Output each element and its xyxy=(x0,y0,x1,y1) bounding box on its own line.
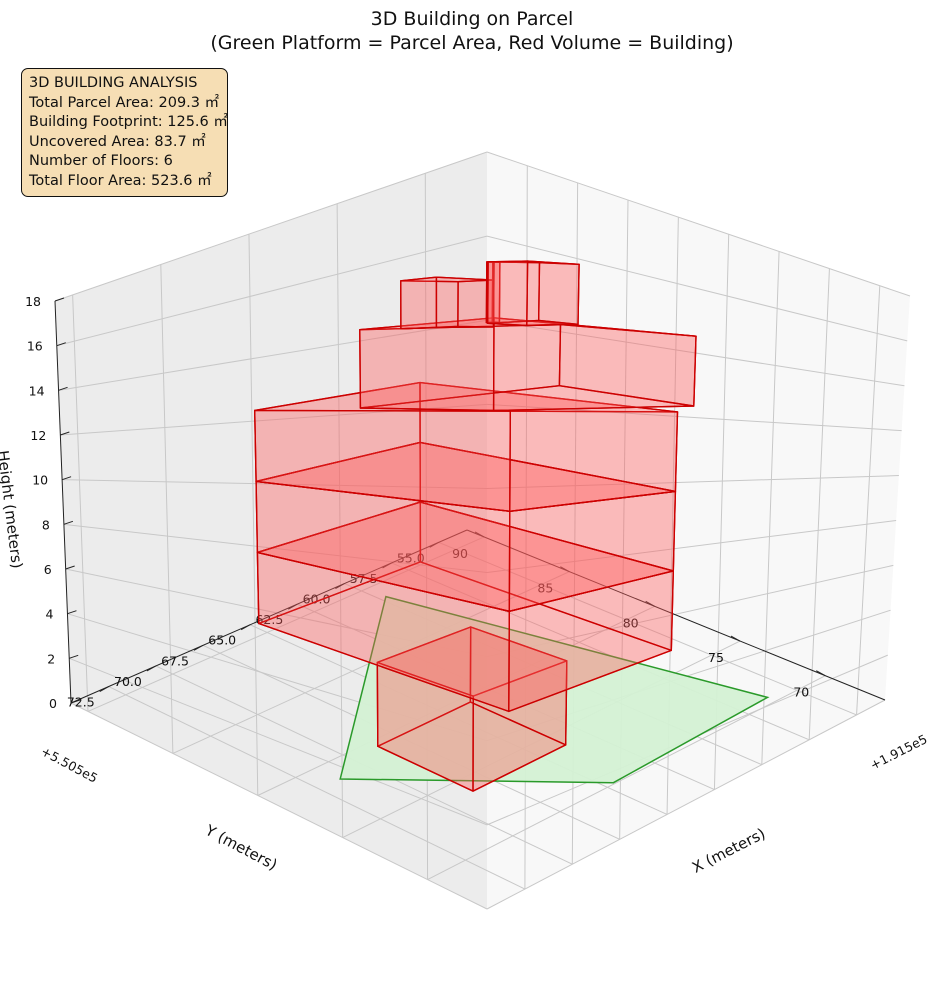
x-tick-label: 57.5 xyxy=(350,571,378,586)
info-total-floor-area: Total Floor Area: 523.6 ㎡ xyxy=(29,172,212,189)
y-tick-label: 75 xyxy=(708,650,724,665)
back-gridline-x xyxy=(856,285,881,715)
info-heading: 3D BUILDING ANALYSIS xyxy=(29,75,198,91)
z-tick-label: 0 xyxy=(49,696,57,711)
left-gridline-y xyxy=(336,203,344,838)
left-gridline-z xyxy=(56,235,488,347)
left-gridline-z xyxy=(58,319,488,391)
x-tick-label: 60.0 xyxy=(303,592,331,607)
back-gridline-z xyxy=(486,475,899,489)
info-number-of-floors: Number of Floors: 6 xyxy=(29,153,173,169)
info-building-footprint: Building Footprint: 125.6 ㎡ xyxy=(29,114,228,130)
z-tick-mark xyxy=(56,342,66,347)
x-tick-mark xyxy=(193,644,204,651)
x-tick-label: 67.5 xyxy=(161,653,189,668)
x-tick-mark xyxy=(429,541,439,548)
left-gridline-z xyxy=(69,657,488,826)
z-tick-label: 12 xyxy=(30,428,46,443)
x-tick-label: 72.5 xyxy=(67,695,95,710)
floor-gridline-y xyxy=(87,536,485,712)
y-tick-label: 70 xyxy=(793,685,809,700)
z-tick-mark xyxy=(69,654,79,659)
back-gridline-x xyxy=(808,268,830,740)
y-tick-label: 80 xyxy=(623,615,639,630)
building-box-face xyxy=(359,317,495,412)
x-tick-mark xyxy=(288,603,298,610)
x-tick-mark xyxy=(146,665,157,672)
building-box-face xyxy=(538,262,580,325)
y-axis-line xyxy=(70,529,468,704)
y-tick-label: 85 xyxy=(537,581,553,596)
x-tick-label: 65.0 xyxy=(208,633,236,648)
left-gridline-z xyxy=(54,151,488,302)
x-tick-mark xyxy=(240,624,251,631)
info-total-parcel-area: Total Parcel Area: 209.3 ㎡ xyxy=(29,94,220,111)
x-offset-label: +1.915e5 xyxy=(868,731,930,772)
building-box-face xyxy=(487,260,529,327)
z-tick-label: 4 xyxy=(45,607,53,622)
left-gridline-y xyxy=(160,264,174,754)
y-offset-label: +5.505e5 xyxy=(39,743,101,785)
x-tick-label: 70.0 xyxy=(114,674,142,689)
parcel-platform xyxy=(339,595,770,784)
chart-title: 3D Building on Parcel xyxy=(370,8,574,30)
y-axis-label: Y (meters) xyxy=(202,821,281,874)
z-tick-label: 2 xyxy=(47,651,55,666)
back-gridline-z xyxy=(486,151,911,297)
x-tick-label: 55.0 xyxy=(397,550,425,565)
x-axis-line xyxy=(466,529,886,701)
y-tick-mark xyxy=(560,566,570,573)
y-tick-mark xyxy=(730,635,741,642)
back-gridline-x xyxy=(761,251,780,765)
left-gridline-y xyxy=(248,234,259,796)
left-gridline-z xyxy=(63,523,488,574)
x-tick-mark xyxy=(99,686,109,692)
analysis-info-box: 3D BUILDING ANALYSIS Total Parcel Area: … xyxy=(21,68,228,197)
z-tick-mark xyxy=(70,699,81,704)
z-tick-mark xyxy=(63,520,74,525)
back-gridline-z xyxy=(486,519,897,574)
z-tick-mark xyxy=(60,431,70,436)
building-box-face xyxy=(400,276,438,330)
x-axis-label: X (meters) xyxy=(689,824,768,876)
z-tick-mark xyxy=(61,476,72,481)
building-box-face xyxy=(469,626,568,746)
z-tick-label: 8 xyxy=(42,517,50,532)
z-tick-label: 18 xyxy=(25,294,41,309)
info-uncovered-area: Uncovered Area: 83.7 ㎡ xyxy=(29,133,206,150)
z-tick-mark xyxy=(67,610,77,615)
chart-subtitle: (Green Platform = Parcel Area, Red Volum… xyxy=(210,32,734,54)
z-axis-line xyxy=(54,300,72,704)
z-tick-mark xyxy=(58,386,68,391)
building-box-face xyxy=(253,409,511,512)
z-tick-label: 16 xyxy=(27,339,43,354)
z-tick-mark xyxy=(54,297,65,302)
y-tick-mark xyxy=(474,531,485,538)
x-tick-mark xyxy=(382,562,392,569)
back-gridline-z xyxy=(486,235,908,342)
left-gridline-y xyxy=(72,294,89,712)
z-tick-label: 6 xyxy=(44,562,52,577)
y-tick-mark xyxy=(645,600,655,607)
z-tick-label: 14 xyxy=(29,383,45,398)
z-axis-label: Height (meters) xyxy=(0,449,26,569)
x-tick-mark xyxy=(335,583,345,589)
back-gridline-z xyxy=(486,699,886,910)
y-tick-label: 90 xyxy=(452,546,468,561)
building-box-face xyxy=(376,661,474,792)
left-gridline-z xyxy=(70,702,488,910)
floor-gridline-x xyxy=(108,686,526,890)
floor-gridline-x xyxy=(438,541,857,716)
z-tick-mark xyxy=(65,565,75,570)
y-tick-mark xyxy=(816,670,826,677)
z-tick-label: 10 xyxy=(32,473,48,488)
